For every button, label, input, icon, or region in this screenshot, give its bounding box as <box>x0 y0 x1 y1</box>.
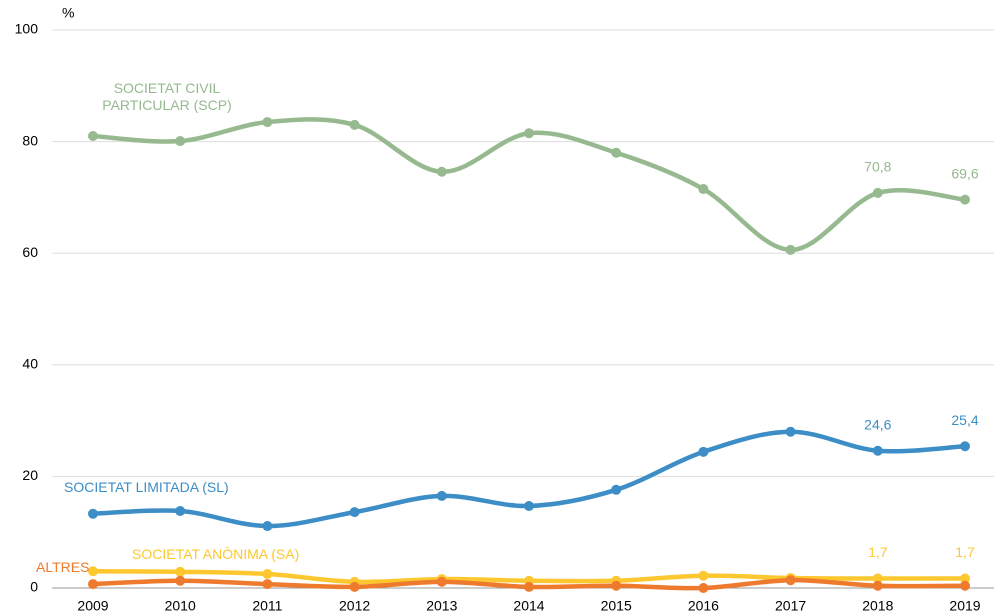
point <box>349 119 360 130</box>
point <box>524 581 534 592</box>
point <box>262 569 273 580</box>
point <box>960 580 970 591</box>
point <box>88 579 98 590</box>
y-tick-label: 60 <box>22 244 38 260</box>
point <box>785 426 796 437</box>
point <box>524 128 534 139</box>
data-label: 70,8 <box>864 159 891 175</box>
point <box>175 505 186 516</box>
point <box>785 244 796 255</box>
x-tick-label: 2010 <box>165 598 196 614</box>
x-tick-label: 2013 <box>426 598 457 614</box>
x-tick-label: 2019 <box>949 598 980 614</box>
point <box>349 581 360 592</box>
series-line <box>90 117 968 253</box>
data-label: 24,6 <box>864 416 891 432</box>
x-tick-label: 2017 <box>775 598 806 614</box>
point <box>175 575 186 586</box>
point <box>872 445 883 456</box>
point <box>88 566 98 577</box>
data-label: 69,6 <box>951 165 978 181</box>
x-tick-label: 2011 <box>252 598 282 614</box>
point <box>611 484 622 495</box>
point <box>960 441 970 452</box>
point <box>698 446 709 457</box>
point <box>436 490 447 501</box>
series-label: SOCIETAT ANÒNIMA (SA) <box>132 546 300 562</box>
series-label: ALTRES <box>36 559 90 575</box>
point <box>698 184 709 195</box>
y-tick-label: 100 <box>15 21 39 37</box>
x-tick-label: 2014 <box>513 598 544 614</box>
point <box>611 580 622 591</box>
point <box>785 575 796 586</box>
data-label: 25,4 <box>951 412 978 428</box>
point <box>872 187 883 198</box>
y-tick-label: 20 <box>22 467 38 483</box>
y-tick-label: 40 <box>22 356 38 372</box>
data-label: 1,7 <box>955 544 975 560</box>
point <box>436 166 447 177</box>
y-tick-label: 0 <box>30 579 38 595</box>
point <box>349 507 360 518</box>
point <box>872 573 883 584</box>
x-tick-label: 2015 <box>601 598 632 614</box>
point <box>698 583 709 593</box>
x-tick-label: 2016 <box>688 598 719 614</box>
y-axis-label: % <box>62 5 74 21</box>
point <box>611 147 622 158</box>
series-label: SOCIETAT CIVIL PARTICULAR (SCP) <box>102 80 232 113</box>
point <box>175 136 186 147</box>
x-tick-label: 2018 <box>862 598 893 614</box>
point <box>960 194 970 205</box>
series-label: SOCIETAT LIMITADA (SL) <box>64 479 229 495</box>
point <box>262 521 273 532</box>
point <box>960 573 970 584</box>
point <box>88 508 98 519</box>
point <box>88 131 98 142</box>
point <box>436 576 447 587</box>
point <box>175 566 186 577</box>
point <box>872 580 883 591</box>
data-label: 1,7 <box>868 544 888 560</box>
x-tick-label: 2012 <box>339 598 370 614</box>
point <box>262 117 273 128</box>
point <box>698 570 709 581</box>
x-tick-label: 2009 <box>77 598 108 614</box>
y-tick-label: 80 <box>22 132 38 148</box>
point <box>262 579 273 590</box>
point <box>524 500 534 511</box>
